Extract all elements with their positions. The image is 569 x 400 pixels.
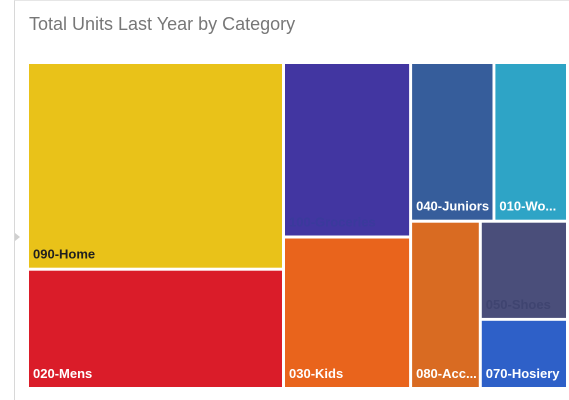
- treemap-label-020-mens: 020-Mens: [33, 366, 92, 381]
- chart-title: Total Units Last Year by Category: [29, 14, 296, 34]
- treemap-tile-090-home[interactable]: [29, 64, 282, 268]
- treemap-tile-020-mens[interactable]: [29, 270, 282, 387]
- treemap-tile-100-groceries[interactable]: [285, 64, 410, 236]
- treemap-label-080-acc: 080-Acc...: [416, 366, 477, 381]
- treemap-label-030-kids: 030-Kids: [289, 366, 343, 381]
- resize-handle-icon[interactable]: [15, 233, 20, 241]
- treemap-label-070-hosiery: 070-Hosiery: [486, 366, 560, 381]
- treemap-label-040-juniors: 040-Juniors: [416, 199, 489, 214]
- treemap-tile-050-shoes[interactable]: [481, 222, 566, 318]
- treemap-tile-010-wo[interactable]: [495, 64, 566, 220]
- treemap-tile-070-hosiery[interactable]: [481, 320, 566, 387]
- treemap-tile-030-kids[interactable]: [285, 238, 410, 388]
- treemap-label-050-shoes: 050-Shoes: [486, 297, 551, 312]
- treemap-label-090-home: 090-Home: [33, 247, 95, 262]
- treemap-tile-040-juniors[interactable]: [412, 64, 493, 220]
- treemap-label-010-wo: 010-Wo...: [499, 199, 556, 214]
- treemap-tile-080-acc[interactable]: [412, 222, 479, 387]
- treemap-label-100-groceries: 100-Groceries: [289, 215, 376, 230]
